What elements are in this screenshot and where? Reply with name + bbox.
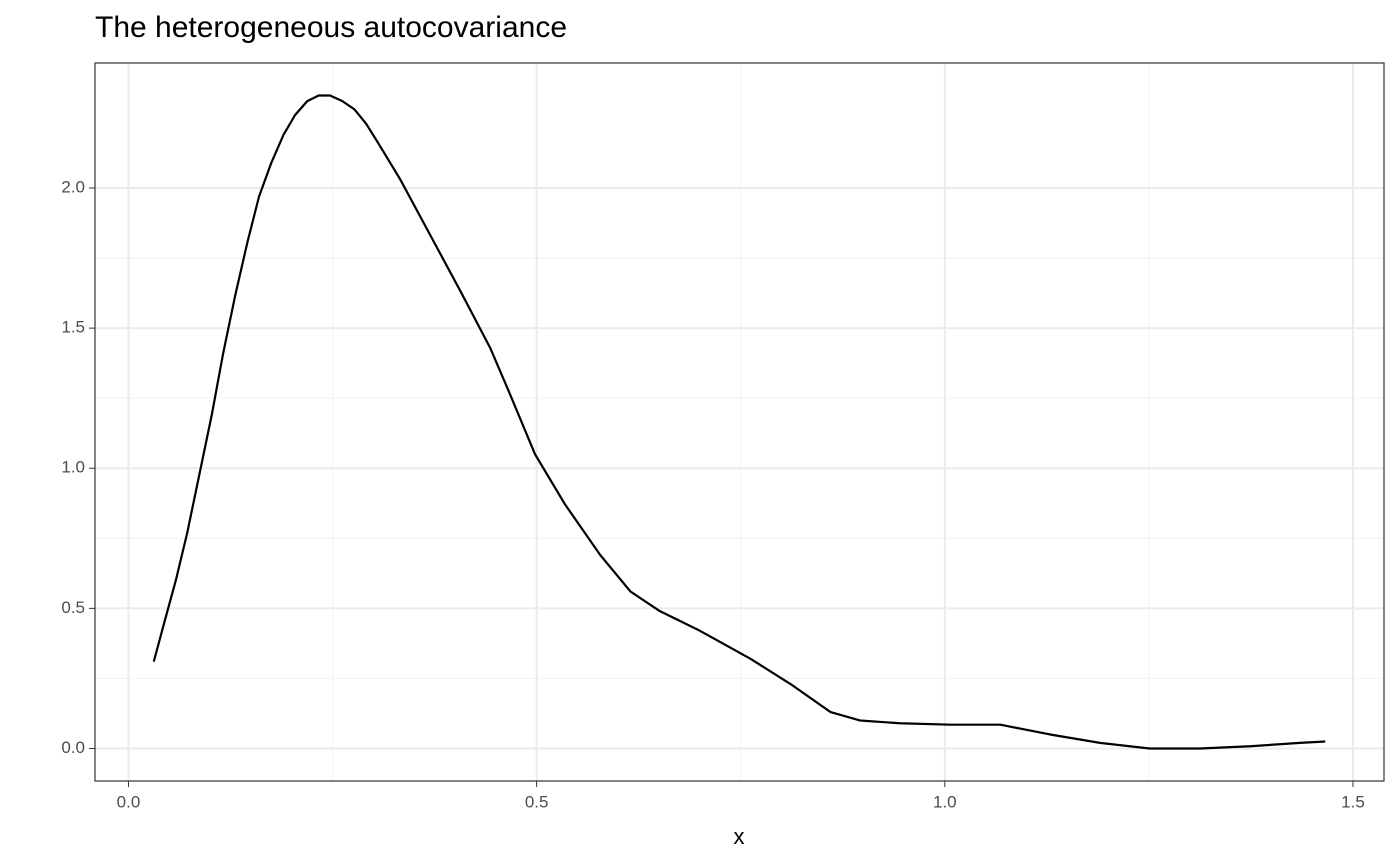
y-tick-label: 0.0 xyxy=(61,738,85,757)
y-tick-label: 1.5 xyxy=(61,318,85,337)
x-tick-label: 1.5 xyxy=(1341,792,1365,811)
y-tick-label: 0.5 xyxy=(61,598,85,617)
x-tick-label: 0.0 xyxy=(117,792,141,811)
x-tick-label: 1.0 xyxy=(933,792,957,811)
grid xyxy=(95,63,1384,781)
plot xyxy=(152,94,1326,750)
y-tick-label: 2.0 xyxy=(61,177,85,196)
y-tick-label: 1.0 xyxy=(61,458,85,477)
line xyxy=(152,94,1326,750)
x-axis-label: x xyxy=(734,824,745,849)
panel-border xyxy=(94,62,1385,782)
chart-title: The heterogeneous autocovariance xyxy=(95,11,567,44)
x-tick-label: 0.5 xyxy=(525,792,549,811)
